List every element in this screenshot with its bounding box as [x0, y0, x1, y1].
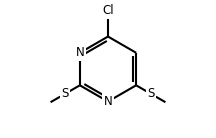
- Text: S: S: [62, 87, 69, 100]
- Text: N: N: [104, 95, 112, 108]
- Text: S: S: [147, 87, 154, 100]
- Text: Cl: Cl: [102, 4, 114, 17]
- Text: N: N: [75, 46, 84, 59]
